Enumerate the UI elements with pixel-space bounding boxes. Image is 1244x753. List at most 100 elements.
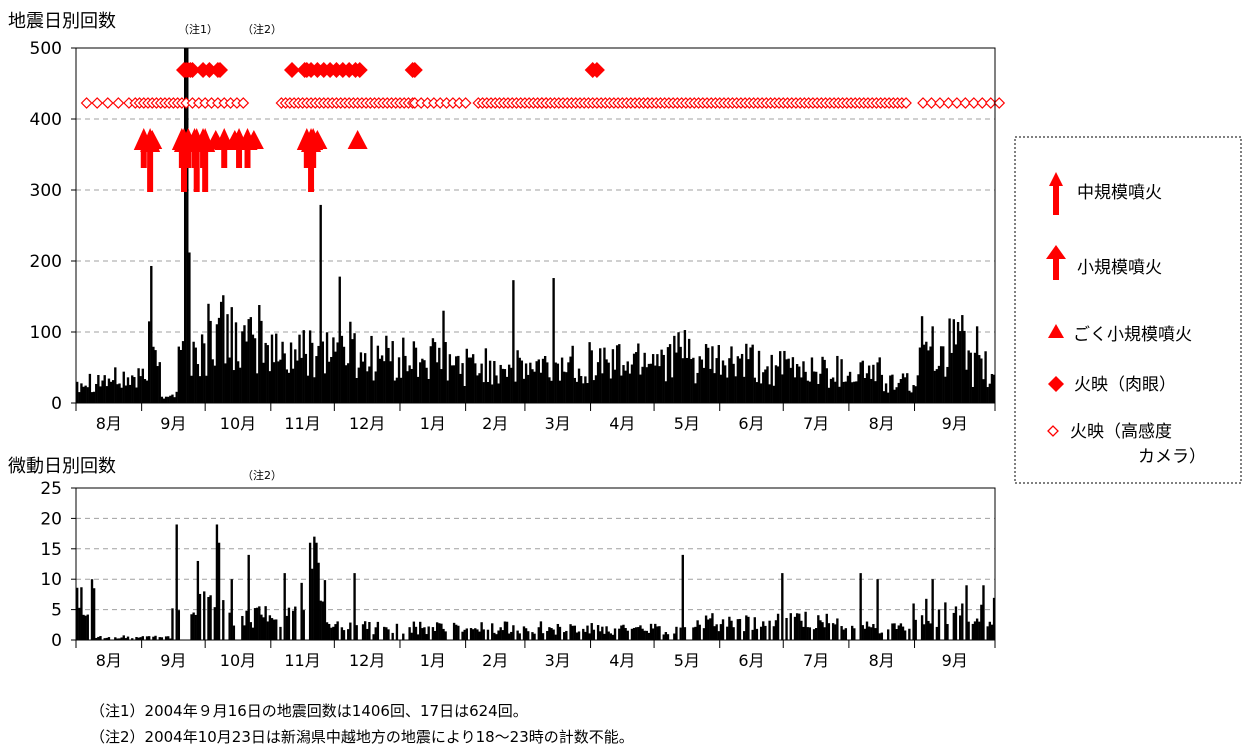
daily-bar — [982, 585, 985, 640]
daily-bar — [770, 354, 773, 403]
daily-bar — [289, 342, 293, 403]
daily-bar — [660, 349, 663, 403]
daily-bar — [984, 351, 987, 403]
daily-bar — [361, 361, 365, 403]
daily-bar — [740, 353, 744, 403]
plot-frame — [75, 487, 996, 641]
daily-bar — [548, 627, 551, 640]
daily-bar — [942, 346, 945, 403]
daily-bar — [196, 560, 200, 640]
daily-bar — [990, 373, 994, 403]
daily-bar — [713, 626, 716, 640]
daily-bar — [779, 351, 782, 403]
daily-bar — [931, 326, 934, 403]
y-tick-label: 15 — [40, 540, 62, 560]
daily-bar — [673, 633, 676, 640]
legend-glow-camera: 火映（高感度 カメラ） — [1047, 422, 1206, 467]
daily-bar — [228, 357, 231, 403]
daily-bar — [183, 48, 187, 403]
daily-bar — [802, 361, 805, 403]
daily-bar — [755, 382, 759, 403]
daily-bar — [82, 614, 85, 640]
daily-bar — [552, 629, 555, 640]
daily-bar — [804, 371, 807, 403]
daily-bar — [92, 391, 96, 403]
daily-bar — [505, 376, 509, 403]
earthquake-chart-title: 地震日別回数 — [8, 11, 116, 32]
daily-bar — [495, 375, 498, 403]
legend-mid-eruption: 中規模噴火 — [1049, 172, 1162, 215]
daily-bar — [107, 378, 111, 403]
daily-bar — [664, 632, 668, 640]
glow-camera-marker — [237, 97, 250, 109]
daily-bar — [789, 613, 792, 640]
daily-bar — [806, 380, 809, 403]
daily-bar — [152, 636, 155, 640]
daily-bar — [450, 365, 454, 403]
daily-bar — [529, 362, 532, 403]
y-tick-label: 20 — [40, 509, 62, 529]
daily-bar — [632, 353, 636, 403]
daily-bar — [772, 385, 776, 403]
daily-bar — [308, 542, 312, 640]
daily-bar — [709, 368, 712, 403]
daily-bar — [677, 332, 680, 403]
daily-bar — [387, 347, 390, 403]
daily-bar — [374, 371, 377, 403]
daily-bar — [478, 373, 481, 403]
daily-bar — [592, 380, 596, 403]
daily-bar — [620, 625, 623, 640]
daily-bar — [565, 372, 568, 403]
earthquake-bars — [76, 48, 996, 403]
daily-bar — [215, 324, 219, 403]
glow-naked-icon — [1048, 376, 1064, 392]
daily-bar — [768, 384, 771, 403]
daily-bar — [815, 628, 818, 640]
daily-bar — [435, 362, 439, 403]
daily-bar — [313, 536, 316, 640]
daily-bar — [296, 360, 299, 403]
daily-bar — [717, 631, 720, 640]
daily-bar — [613, 369, 617, 403]
daily-bar — [831, 377, 835, 403]
daily-bar — [584, 376, 587, 403]
daily-bar — [635, 352, 638, 403]
daily-bar — [524, 628, 528, 640]
daily-bar — [903, 630, 907, 640]
daily-bar — [522, 626, 526, 640]
daily-bar — [649, 623, 653, 640]
daily-bar — [704, 344, 708, 403]
daily-bar — [160, 637, 164, 640]
daily-bar — [353, 573, 356, 640]
daily-bar — [751, 629, 754, 640]
daily-bar — [368, 621, 371, 640]
x-month-label: 4月 — [609, 414, 635, 433]
mid-eruption-marker — [301, 128, 322, 192]
daily-bar — [821, 356, 824, 403]
daily-bar — [649, 363, 653, 403]
daily-bar — [671, 377, 674, 403]
daily-bar — [531, 632, 534, 640]
glow-naked-marker — [588, 62, 605, 78]
x-month-label: 8月 — [869, 414, 895, 433]
daily-bar — [853, 628, 856, 640]
daily-bar — [272, 619, 276, 640]
daily-bar — [827, 387, 831, 403]
daily-bar — [707, 347, 710, 403]
daily-bar — [421, 358, 424, 403]
daily-bar — [198, 376, 202, 403]
daily-bar — [510, 367, 513, 403]
daily-bar — [137, 637, 140, 640]
daily-bar — [654, 623, 657, 640]
daily-bar — [700, 359, 704, 403]
daily-bar — [145, 636, 149, 640]
daily-bar — [444, 631, 447, 640]
daily-bar — [363, 353, 367, 403]
daily-bar — [192, 341, 195, 403]
daily-bar — [842, 381, 845, 403]
daily-bar — [476, 629, 479, 640]
daily-bar — [516, 350, 519, 403]
daily-bar — [836, 618, 839, 640]
daily-bar — [433, 342, 437, 403]
daily-bar — [279, 359, 282, 403]
